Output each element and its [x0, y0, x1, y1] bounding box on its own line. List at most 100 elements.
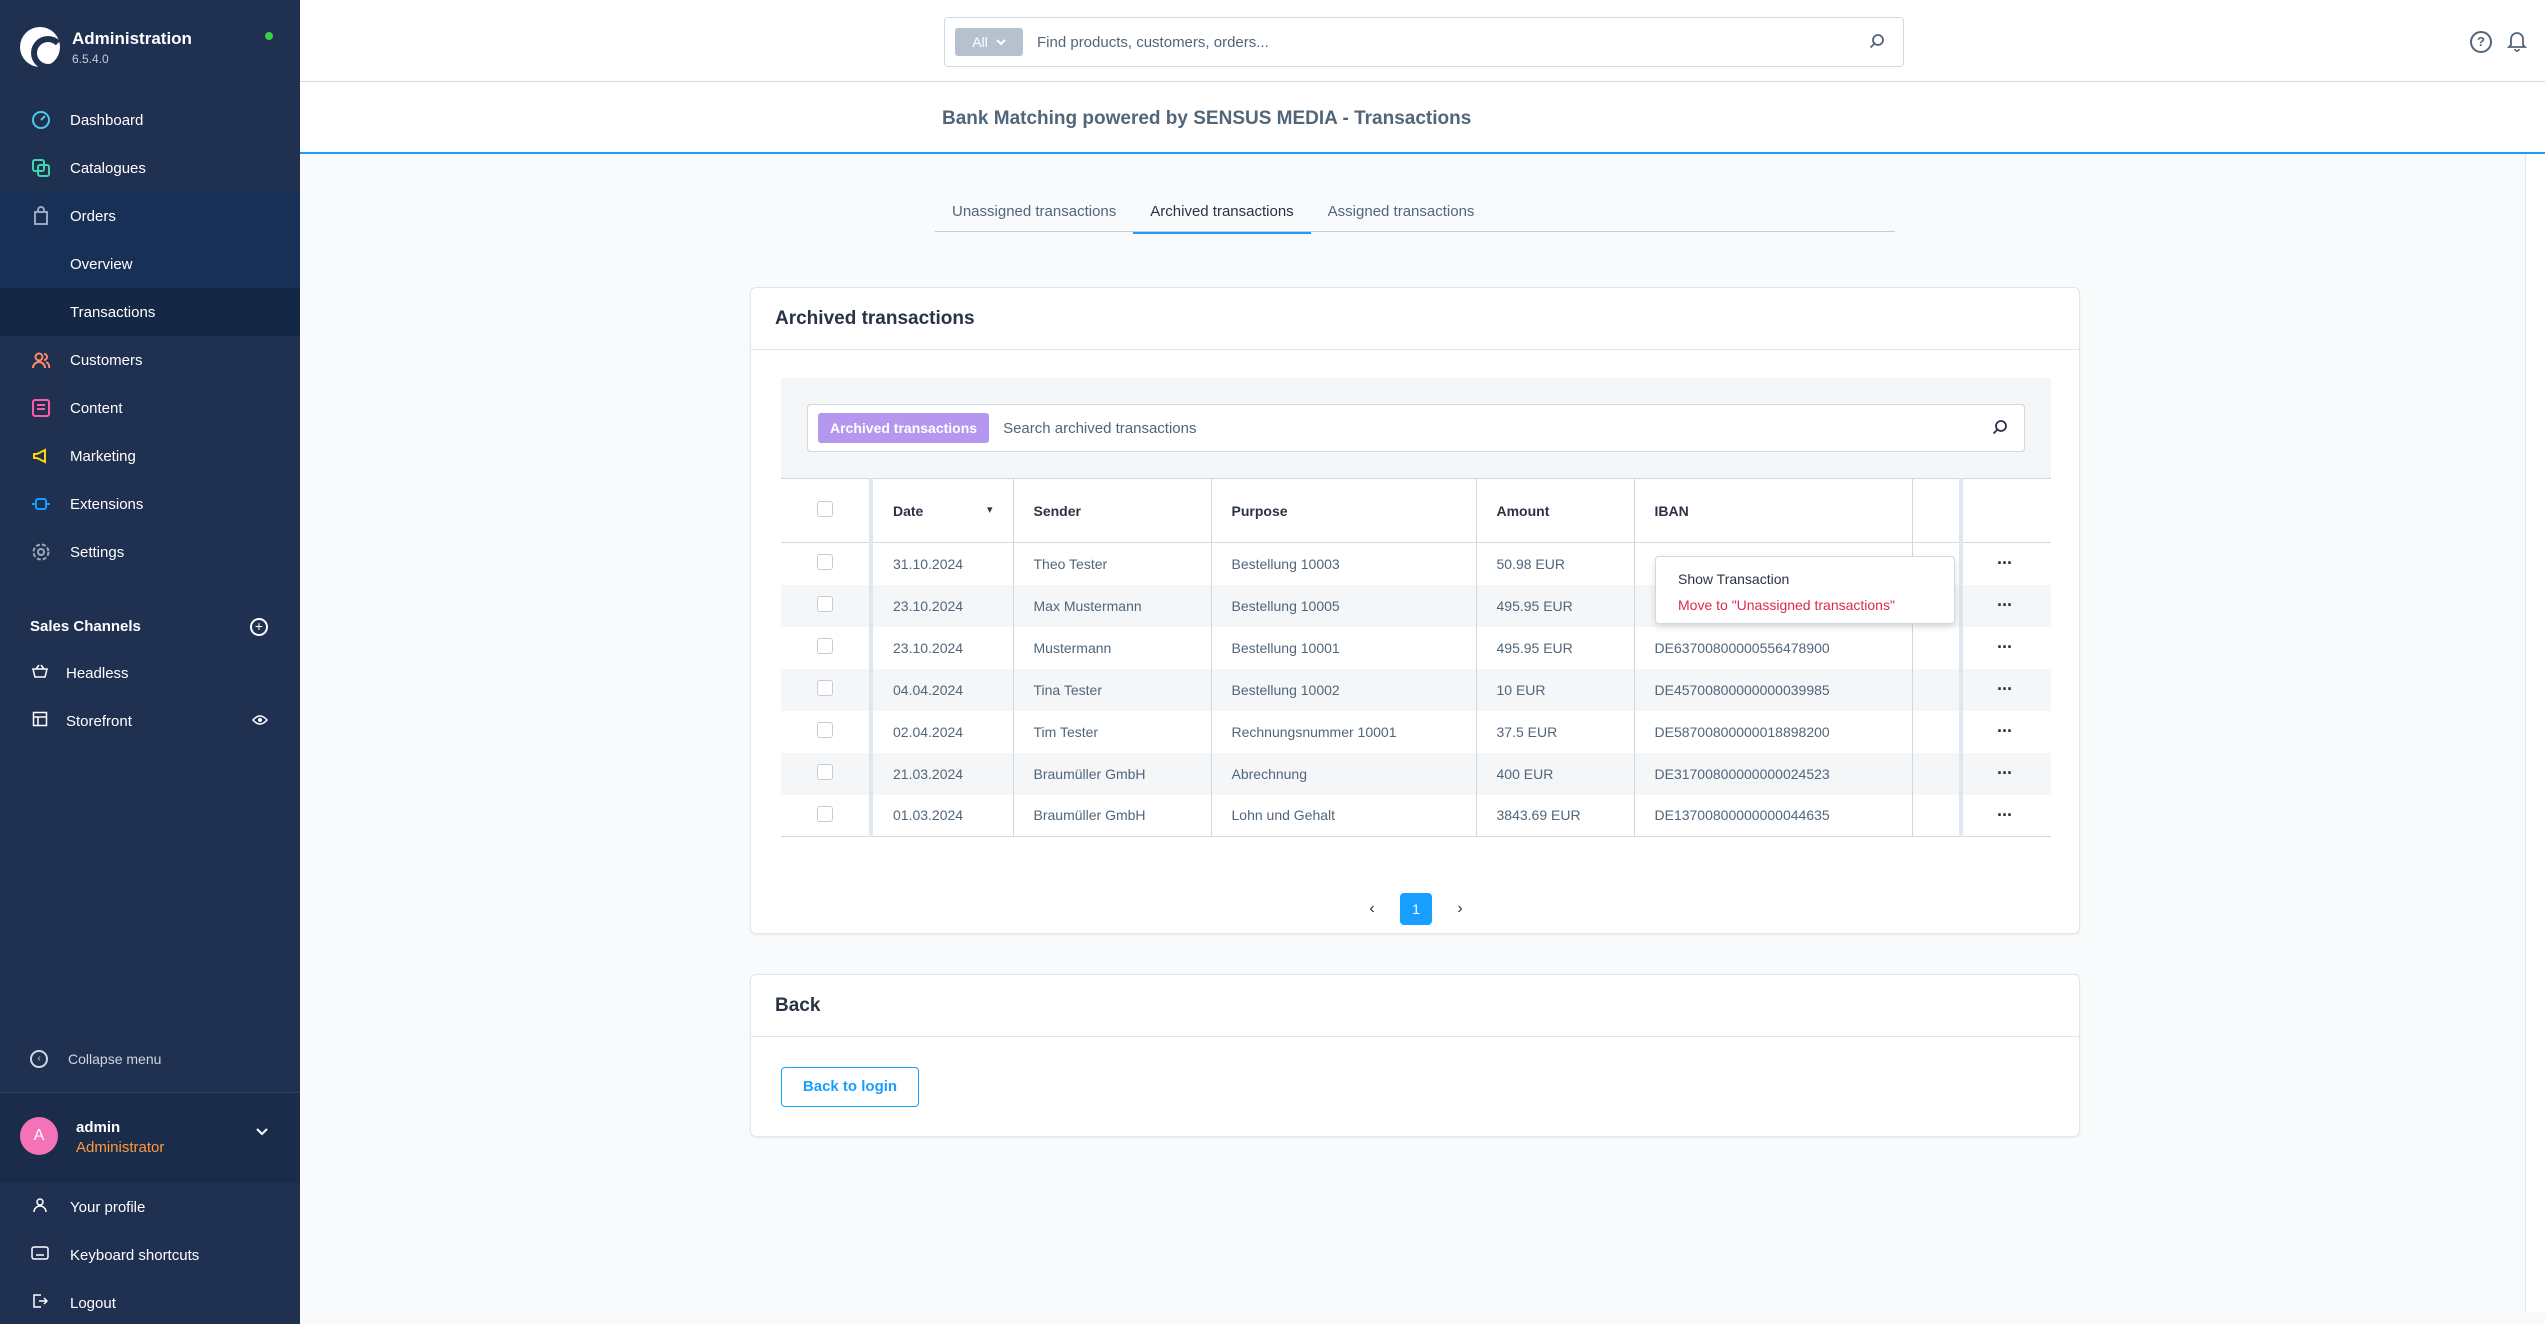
- sidebar-item-label: Customers: [70, 351, 143, 369]
- table-row: 23.10.2024 Mustermann Bestellung 10001 4…: [781, 626, 2051, 669]
- sidebar-item-content[interactable]: Content: [0, 384, 300, 432]
- sidebar-item-label: Extensions: [70, 495, 144, 513]
- search-icon[interactable]: [1992, 419, 2008, 440]
- select-all-checkbox[interactable]: [817, 501, 833, 517]
- row-actions-button[interactable]: ···: [1959, 626, 2051, 669]
- more-icon: ···: [1997, 804, 2013, 825]
- row-actions-button[interactable]: ···: [1959, 542, 2051, 585]
- sidebar-item-catalogues[interactable]: Catalogues: [0, 144, 300, 192]
- chevron-right-icon[interactable]: ›: [1457, 900, 1463, 917]
- sidebar-subitem-overview[interactable]: Overview: [0, 240, 300, 288]
- sidebar-subitem-transactions[interactable]: Transactions: [0, 288, 300, 336]
- table-row: 23.10.2024 Max Mustermann Bestellung 100…: [781, 584, 2051, 627]
- cell-sender: Braumüller GmbH: [1013, 794, 1212, 837]
- cell-purpose: Bestellung 10003: [1211, 542, 1477, 585]
- bell-icon[interactable]: [2506, 30, 2528, 58]
- row-actions-button[interactable]: ···: [1959, 710, 2051, 753]
- tab-archived[interactable]: Archived transactions: [1133, 196, 1312, 234]
- cell-amount: 495.95 EUR: [1476, 584, 1635, 627]
- tab-assigned[interactable]: Assigned transactions: [1327, 203, 1475, 220]
- row-actions-button[interactable]: ···: [1959, 584, 2051, 627]
- column-header-iban[interactable]: IBAN: [1634, 478, 1913, 543]
- add-sales-channel-icon[interactable]: +: [250, 618, 268, 636]
- eye-icon[interactable]: [252, 713, 268, 731]
- transactions-table: Date ▾ Sender Purpose Amount IBAN 31.10.2…: [781, 478, 2051, 837]
- row-checkbox[interactable]: [817, 805, 833, 822]
- search-icon[interactable]: [1869, 33, 1885, 54]
- orders-section: Orders Overview Transactions: [0, 192, 300, 336]
- row-context-menu: Show Transaction Move to "Unassigned tra…: [1655, 556, 1955, 624]
- row-checkbox[interactable]: [817, 722, 833, 738]
- row-select-cell: [781, 710, 873, 753]
- sidebar-item-extensions[interactable]: Extensions: [0, 480, 300, 528]
- select-all-cell: [781, 478, 873, 543]
- sidebar-item-dashboard[interactable]: Dashboard: [0, 96, 300, 144]
- row-actions-button[interactable]: ···: [1959, 794, 2051, 837]
- row-select-cell: [781, 542, 873, 585]
- row-checkbox[interactable]: [817, 764, 833, 780]
- scrollbar[interactable]: [2525, 154, 2545, 1312]
- sidebar-item-customers[interactable]: Customers: [0, 336, 300, 384]
- user-menu[interactable]: A admin Administrator: [0, 1093, 300, 1183]
- column-header-purpose[interactable]: Purpose: [1211, 478, 1477, 543]
- grid-search: Archived transactions: [807, 404, 2025, 452]
- cell-iban: DE63700800000556478900: [1634, 626, 1913, 669]
- tabs: Unassigned transactions Archived transac…: [935, 196, 1895, 234]
- back-to-login-button[interactable]: Back to login: [781, 1067, 919, 1107]
- shopware-logo-icon: [20, 27, 65, 70]
- brand[interactable]: Administration 6.5.4.0: [20, 22, 192, 72]
- more-icon: ···: [1997, 721, 2013, 741]
- user-role: Administrator: [76, 1139, 165, 1156]
- logout-link[interactable]: Logout: [30, 1288, 116, 1318]
- back-card: Back Back to login: [750, 974, 2080, 1137]
- your-profile-link[interactable]: Your profile: [30, 1192, 145, 1222]
- content-icon: [30, 397, 52, 419]
- data-grid: Archived transactions Date ▾ Sender Purpo…: [781, 378, 2051, 925]
- cell-date: 21.03.2024: [871, 752, 1014, 795]
- cell-spacer: [1912, 626, 1962, 669]
- page-title: Bank Matching powered by SENSUS MEDIA - …: [942, 108, 1472, 129]
- sidebar: Administration 6.5.4.0 Dashboard Catalog…: [0, 0, 300, 1324]
- column-header-date[interactable]: Date ▾: [871, 478, 1014, 543]
- cell-date: 04.04.2024: [871, 668, 1014, 711]
- page-button-current[interactable]: 1: [1400, 893, 1432, 925]
- global-search-input[interactable]: [1037, 33, 1837, 51]
- help-icon[interactable]: ?: [2470, 31, 2492, 53]
- tab-unassigned[interactable]: Unassigned transactions: [952, 203, 1117, 220]
- show-transaction-menu-item[interactable]: Show Transaction: [1678, 571, 1790, 587]
- sidebar-item-settings[interactable]: Settings: [0, 528, 300, 576]
- sales-channel-label: Headless: [66, 664, 129, 682]
- keyboard-shortcuts-link[interactable]: Keyboard shortcuts: [30, 1240, 199, 1270]
- move-to-unassigned-menu-item[interactable]: Move to "Unassigned transactions": [1678, 597, 1895, 613]
- sales-channel-storefront[interactable]: Storefront: [30, 706, 132, 736]
- row-checkbox[interactable]: [817, 638, 833, 654]
- row-checkbox[interactable]: [817, 554, 833, 571]
- row-actions-button[interactable]: ···: [1959, 752, 2051, 795]
- chevron-down-icon[interactable]: [256, 1123, 268, 1139]
- main-nav: Dashboard Catalogues Orders Overview Tra…: [0, 96, 300, 576]
- row-checkbox[interactable]: [817, 596, 833, 612]
- row-select-cell: [781, 584, 873, 627]
- settings-icon: [30, 541, 52, 563]
- table-row: 02.04.2024 Tim Tester Rechnungsnummer 10…: [781, 710, 2051, 753]
- column-header-sender[interactable]: Sender: [1013, 478, 1212, 543]
- cell-amount: 495.95 EUR: [1476, 626, 1635, 669]
- app-version: 6.5.4.0: [72, 51, 109, 66]
- sort-chevron-icon[interactable]: ▾: [986, 503, 993, 516]
- sales-channel-headless[interactable]: Headless: [30, 658, 129, 688]
- sidebar-item-marketing[interactable]: Marketing: [0, 432, 300, 480]
- row-actions-button[interactable]: ···: [1959, 668, 2051, 711]
- search-filter-tag[interactable]: Archived transactions: [818, 413, 990, 443]
- customers-icon: [30, 349, 52, 371]
- collapse-menu[interactable]: ‹ Collapse menu: [30, 1050, 161, 1068]
- chevron-left-icon[interactable]: ‹: [1369, 900, 1375, 917]
- more-icon: ···: [1997, 553, 2013, 574]
- sidebar-item-orders[interactable]: Orders: [0, 192, 300, 240]
- cell-sender: Braumüller GmbH: [1013, 752, 1212, 795]
- archived-search-input[interactable]: [1003, 419, 1964, 437]
- dashboard-icon: [30, 109, 52, 131]
- column-header-amount[interactable]: Amount: [1476, 478, 1635, 543]
- search-type-select[interactable]: All: [955, 28, 1023, 56]
- sidebar-item-label: Settings: [70, 543, 125, 561]
- row-checkbox[interactable]: [817, 680, 833, 696]
